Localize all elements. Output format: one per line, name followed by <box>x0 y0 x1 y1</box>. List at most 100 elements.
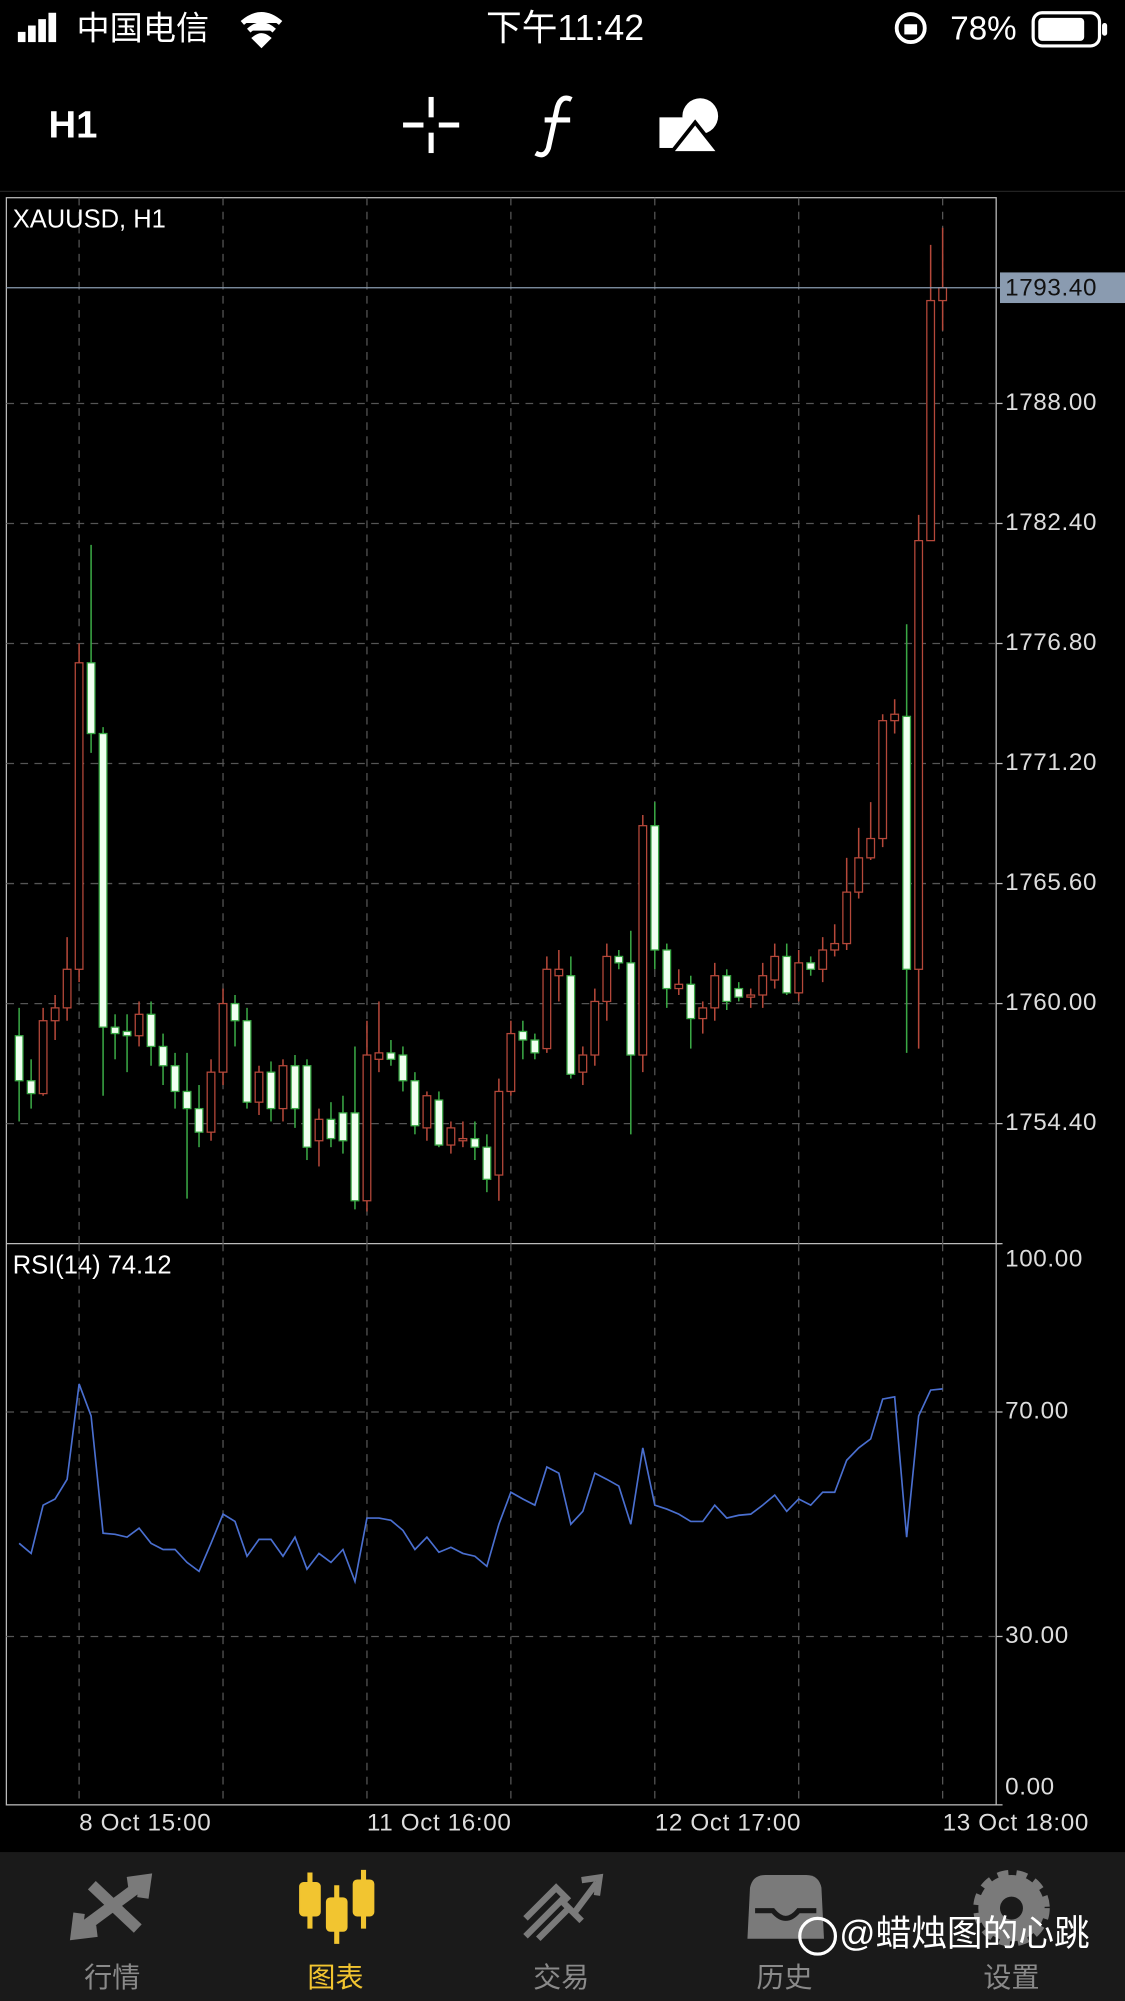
candle-body <box>710 975 720 1009</box>
candle-body <box>578 1054 588 1073</box>
candle-body <box>374 1052 384 1060</box>
timeframe-button[interactable]: H1 <box>48 104 97 147</box>
history-icon <box>747 1875 824 1939</box>
y-tick-label: 1782.40 <box>1005 509 1097 536</box>
candle-body <box>242 1020 252 1103</box>
battery-icon <box>1031 11 1102 48</box>
clock: 下午11:42 <box>486 8 644 48</box>
candle-body <box>314 1118 324 1142</box>
candle-body <box>842 891 852 945</box>
candle-body <box>362 1054 372 1202</box>
tab-bar-background <box>0 1852 1125 2001</box>
candle-body <box>722 975 732 1003</box>
tab-label[interactable]: 图表 <box>307 1962 363 1993</box>
y-tick-label: 30.00 <box>1005 1622 1069 1649</box>
y-tick-label: 100.00 <box>1005 1246 1083 1273</box>
candle-body <box>926 299 936 542</box>
candle-body <box>746 994 756 998</box>
candle-body <box>110 1026 120 1035</box>
candle-body <box>470 1137 480 1148</box>
quotes-icon <box>69 1873 153 1941</box>
carrier: 中国电信 <box>77 10 210 47</box>
x-tick-label: 11 Oct 16:00 <box>367 1809 512 1836</box>
watermark: @蜡烛图的心跳 <box>839 1914 1089 1954</box>
tab-label[interactable]: 历史 <box>756 1962 812 1993</box>
candle-body <box>554 968 564 977</box>
candle-body <box>698 1007 708 1020</box>
candle-body <box>182 1090 192 1110</box>
candle-body <box>626 962 636 1056</box>
signal-bar <box>17 31 26 43</box>
y-tick-label: 1788.00 <box>1005 389 1097 416</box>
watermark-icon <box>798 1916 838 1956</box>
candle-body <box>938 287 948 302</box>
candle-body <box>302 1065 312 1148</box>
candle-body <box>74 662 84 970</box>
panel-title: RSI(14) 74.12 <box>13 1251 172 1279</box>
candle-body <box>62 968 72 1009</box>
candle-body <box>662 949 672 990</box>
candle-body <box>326 1118 336 1140</box>
candle-body <box>686 983 696 1020</box>
candle-body <box>458 1137 468 1142</box>
candle-body <box>866 837 876 859</box>
candle-body <box>650 825 660 951</box>
panel-title: XAUUSD, H1 <box>13 205 166 233</box>
candle-body <box>674 983 684 990</box>
y-tick-label: 0.00 <box>1005 1774 1055 1801</box>
candle-body <box>146 1013 156 1048</box>
candle-body <box>278 1065 288 1110</box>
objects-button[interactable] <box>659 98 724 155</box>
candle-body <box>26 1080 36 1095</box>
signal-bar <box>28 25 36 43</box>
y-tick-label: 1776.80 <box>1005 629 1097 656</box>
y-tick-label: 1760.00 <box>1005 989 1097 1016</box>
toolbar: H1 <box>0 95 1125 192</box>
candle-body <box>230 1002 240 1022</box>
candle-body <box>482 1146 492 1180</box>
candle-body <box>398 1054 408 1082</box>
candle-body <box>14 1035 24 1082</box>
x-tick-label: 8 Oct 15:00 <box>79 1809 211 1836</box>
candle-body <box>50 1007 60 1022</box>
candle-body <box>122 1030 132 1037</box>
candle-body <box>818 949 828 970</box>
rsi-line <box>18 1383 943 1585</box>
candle-body <box>422 1095 432 1129</box>
tab-label[interactable]: 交易 <box>533 1962 589 1993</box>
candle-body <box>638 825 648 1056</box>
indicators-button[interactable] <box>534 95 573 158</box>
candle-body <box>902 715 912 970</box>
tab-bar: @蜡烛图的心跳 行情 图表 交易 历史 设置 <box>0 1852 1125 2001</box>
candle-body <box>590 1000 600 1056</box>
trade-icon <box>523 1873 604 1942</box>
y-tick-label: 1754.40 <box>1005 1109 1097 1136</box>
x-tick-label: 12 Oct 17:00 <box>655 1809 801 1836</box>
candle-body <box>266 1071 276 1110</box>
wifi-icon <box>240 12 283 49</box>
battery-cap <box>1102 22 1108 36</box>
crosshair-button[interactable] <box>403 96 460 154</box>
candle-body <box>254 1071 264 1103</box>
current-price-label: 1793.40 <box>1005 274 1097 301</box>
candle-body <box>134 1013 144 1037</box>
candle-body <box>194 1107 204 1133</box>
candle-body <box>770 955 780 981</box>
y-tick-label: 1771.20 <box>1005 749 1097 776</box>
candle-body <box>350 1112 360 1202</box>
settings-icon-hole <box>1000 1896 1023 1920</box>
candle-body <box>218 1002 228 1073</box>
candle-body <box>878 720 888 840</box>
current-price-tag <box>1000 272 1125 304</box>
tab-label[interactable]: 设置 <box>983 1962 1039 1993</box>
y-tick-label: 1765.60 <box>1005 869 1097 896</box>
candle-body <box>494 1090 504 1176</box>
x-tick-label: 13 Oct 18:00 <box>943 1809 1089 1836</box>
rotation-lock-icon <box>894 12 927 45</box>
candle-body <box>734 987 744 998</box>
tab-label[interactable]: 行情 <box>84 1962 140 1993</box>
chart-frame <box>5 197 997 1806</box>
candle-body <box>614 955 624 964</box>
